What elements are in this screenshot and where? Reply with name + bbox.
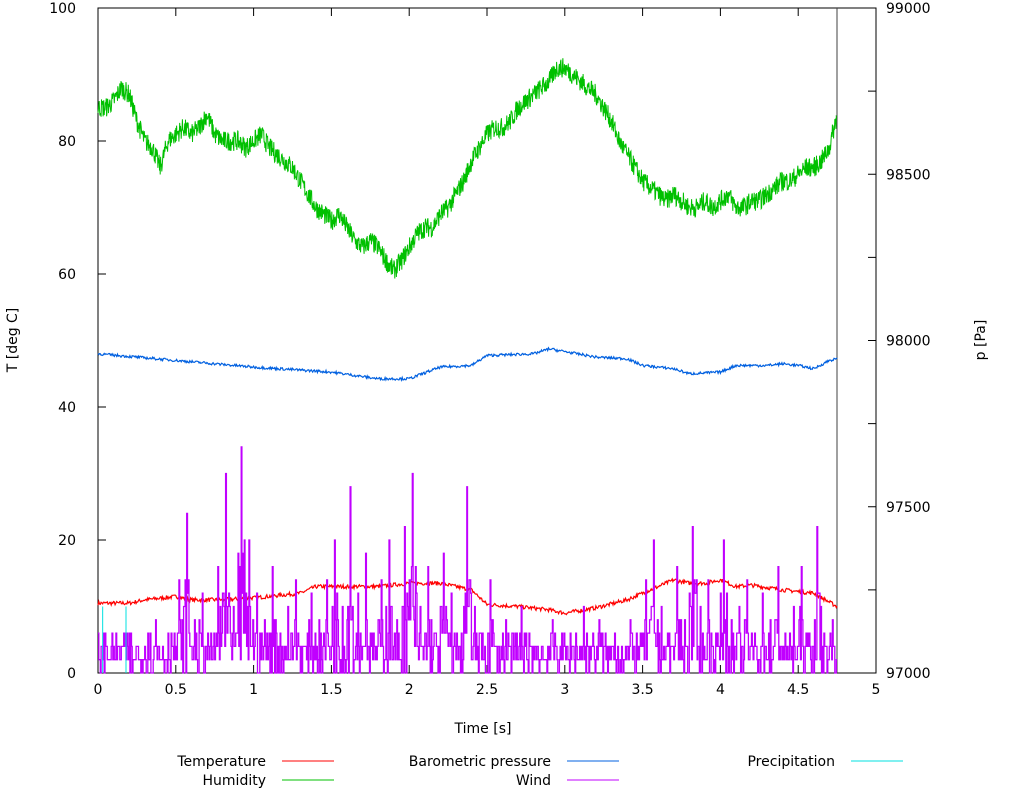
legend-label-humidity: Humidity (203, 773, 266, 789)
x-tick-label: 0.5 (165, 682, 187, 698)
y2-tick-label: 99000 (886, 1, 931, 17)
legend-label-precipitation: Precipitation (747, 754, 835, 770)
legend-label-temperature: Temperature (176, 754, 266, 770)
plot-frame (97, 7, 877, 674)
y2-tick-label: 97000 (886, 666, 931, 682)
y2-tick-label: 97500 (886, 500, 931, 516)
x-tick-label: 2 (405, 682, 414, 698)
x-tick-label: 1 (249, 682, 258, 698)
y2-tick-label: 98500 (886, 167, 931, 183)
x-tick-label: 3 (560, 682, 569, 698)
plot-border (97, 7, 877, 674)
legend: Temperature Humidity Barometric pressure Wi… (176, 754, 903, 789)
x-tick-label: 4.5 (787, 682, 809, 698)
axis-ticks: 0 0.5 1 1.5 2 2.5 3 3.5 4 4.5 5 0 20 40 60 80 100 97000 97… (49, 1, 930, 698)
x-tick-label: 3.5 (631, 682, 653, 698)
legend-label-wind: Wind (516, 773, 551, 789)
series-layer (97, 58, 838, 674)
x-tick-label: 0 (94, 682, 103, 698)
y-tick-label: 0 (67, 666, 76, 682)
x-tick-label: 1.5 (320, 682, 342, 698)
y-tick-label: 60 (58, 267, 76, 283)
x-tick-label: 2.5 (476, 682, 498, 698)
wind-line (98, 446, 838, 674)
x-tick-label: 4 (716, 682, 725, 698)
y-tick-label: 20 (58, 533, 76, 549)
legend-label-barometric-pressure: Barometric pressure (409, 754, 551, 770)
humidity-line (97, 58, 838, 279)
y-tick-label: 100 (49, 1, 76, 17)
pressure-line (97, 346, 838, 382)
x-tick-label: 5 (872, 682, 881, 698)
x-axis-label: Time [s] (454, 721, 512, 737)
y-tick-label: 40 (58, 400, 76, 416)
y2-axis-label: p [Pa] (973, 320, 989, 361)
y2-tick-label: 98000 (886, 334, 931, 350)
y-axis-label: T [deg C] (5, 308, 21, 374)
y-tick-label: 80 (58, 134, 76, 150)
